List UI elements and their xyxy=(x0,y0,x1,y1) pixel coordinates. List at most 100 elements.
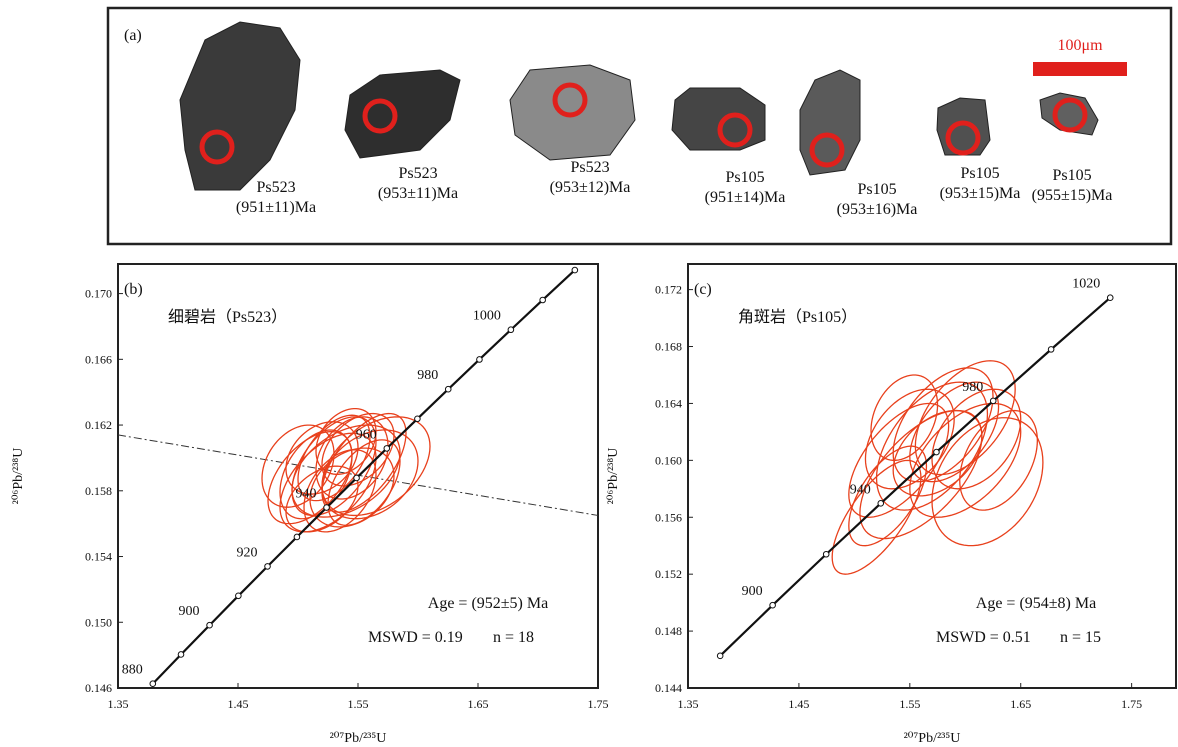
grain-age: (953±16)Ma xyxy=(837,201,918,218)
concordia-marker xyxy=(294,534,300,540)
age-label: 900 xyxy=(742,584,763,599)
y-tick-label: 0.150 xyxy=(85,615,112,629)
y-axis-label: ²⁰⁶Pb/²³⁸U xyxy=(11,448,26,505)
sample-title: 细碧岩（Ps523） xyxy=(168,308,287,326)
y-tick-label: 0.172 xyxy=(655,283,682,297)
concordia-marker xyxy=(1048,347,1054,353)
concordia-marker xyxy=(236,593,242,599)
grain-age: (955±15)Ma xyxy=(1032,187,1113,204)
age-annotation: Age = (954±8) Ma xyxy=(976,595,1096,612)
y-tick-label: 0.160 xyxy=(655,453,682,467)
panel-label: (a) xyxy=(124,27,142,44)
mswd-annotation: MSWD = 0.19 xyxy=(368,629,463,646)
age-label: 900 xyxy=(179,604,200,619)
concordia-marker xyxy=(1107,295,1113,301)
age-label: 920 xyxy=(237,545,258,560)
y-tick-label: 0.162 xyxy=(85,418,112,432)
grain-sample: Ps105 xyxy=(1052,167,1091,184)
age-label: 1000 xyxy=(473,309,501,324)
concordia-marker xyxy=(540,297,546,303)
grain-age: (953±15)Ma xyxy=(940,185,1021,202)
grain-age: (951±11)Ma xyxy=(236,199,316,216)
x-tick-label: 1.65 xyxy=(1010,697,1031,711)
scale-bar xyxy=(1033,62,1127,76)
age-label: 980 xyxy=(417,368,438,383)
sample-title: 角斑岩（Ps105） xyxy=(738,308,857,326)
zircon-grain xyxy=(800,70,860,175)
concordia-marker xyxy=(572,267,578,273)
concordia-marker xyxy=(384,446,390,452)
x-tick-label: 1.55 xyxy=(899,697,920,711)
grain-sample: Ps105 xyxy=(857,181,896,198)
concordia-marker xyxy=(508,327,514,333)
concordia-marker xyxy=(934,449,940,455)
grain-age: (951±14)Ma xyxy=(705,189,786,206)
x-tick-label: 1.45 xyxy=(228,697,249,711)
y-tick-label: 0.154 xyxy=(85,550,112,564)
x-tick-label: 1.35 xyxy=(108,697,129,711)
panel-label: (b) xyxy=(124,281,143,298)
concordia-marker xyxy=(265,564,271,570)
concordia-marker xyxy=(477,357,483,363)
y-tick-label: 0.146 xyxy=(85,681,112,695)
x-axis-label: ²⁰⁷Pb/²³⁵U xyxy=(330,731,387,746)
grain-age: (953±11)Ma xyxy=(378,185,458,202)
x-tick-label: 1.75 xyxy=(1121,697,1142,711)
x-tick-label: 1.55 xyxy=(348,697,369,711)
concordia-marker xyxy=(415,416,421,422)
y-tick-label: 0.164 xyxy=(655,396,682,410)
concordia-marker xyxy=(717,653,723,659)
x-axis-label: ²⁰⁷Pb/²³⁵U xyxy=(904,731,961,746)
y-axis-label: ²⁰⁶Pb/²³⁸U xyxy=(606,448,621,505)
scale-label: 100μm xyxy=(1057,37,1103,54)
error-ellipse xyxy=(960,411,1038,511)
y-tick-label: 0.170 xyxy=(85,287,112,301)
concordia-marker xyxy=(324,505,330,511)
x-tick-label: 1.65 xyxy=(468,697,489,711)
y-tick-label: 0.166 xyxy=(85,352,112,366)
grain-sample: Ps105 xyxy=(960,165,999,182)
x-tick-label: 1.35 xyxy=(678,697,699,711)
concordia-marker xyxy=(178,652,184,658)
panel-label: (c) xyxy=(694,281,712,298)
age-label: 880 xyxy=(122,663,143,678)
age-label: 940 xyxy=(296,487,317,502)
concordia-marker xyxy=(770,602,776,608)
figure: (a) 100μm Ps523 (951±11)Ma Ps523 (953±11)Ma… xyxy=(0,0,1178,747)
mswd-annotation: MSWD = 0.51 xyxy=(936,629,1031,646)
n-annotation: n = 15 xyxy=(1060,629,1101,646)
y-tick-label: 0.156 xyxy=(655,510,682,524)
age-label: 980 xyxy=(962,380,983,395)
age-label: 940 xyxy=(850,482,871,497)
zircon-grain xyxy=(672,88,765,150)
y-tick-label: 0.152 xyxy=(655,567,682,581)
zircon-grain xyxy=(937,98,990,155)
grain-sample: Ps523 xyxy=(570,159,609,176)
zircon-grain xyxy=(180,22,300,190)
grain-age: (953±12)Ma xyxy=(550,179,631,196)
y-tick-label: 0.168 xyxy=(655,340,682,354)
plot-frame xyxy=(688,264,1176,688)
concordia-marker xyxy=(990,398,996,404)
concordia-marker xyxy=(207,622,213,628)
y-tick-label: 0.158 xyxy=(85,484,112,498)
concordia-marker xyxy=(878,501,884,507)
concordia-marker xyxy=(354,475,360,481)
age-label: 1020 xyxy=(1072,277,1100,292)
x-tick-label: 1.45 xyxy=(788,697,809,711)
age-label: 960 xyxy=(356,427,377,442)
error-ellipse xyxy=(865,389,954,489)
concordia-marker xyxy=(150,681,156,687)
grain-sample: Ps105 xyxy=(725,169,764,186)
grain-sample: Ps523 xyxy=(256,179,295,196)
n-annotation: n = 18 xyxy=(493,629,534,646)
grain-sample: Ps523 xyxy=(398,165,437,182)
zircon-grain xyxy=(345,70,460,158)
error-ellipse xyxy=(932,418,1043,546)
concordia-marker xyxy=(823,551,829,557)
y-tick-label: 0.148 xyxy=(655,624,682,638)
concordia-marker xyxy=(445,386,451,392)
age-annotation: Age = (952±5) Ma xyxy=(428,595,548,612)
x-tick-label: 1.75 xyxy=(588,697,609,711)
y-tick-label: 0.144 xyxy=(655,681,682,695)
